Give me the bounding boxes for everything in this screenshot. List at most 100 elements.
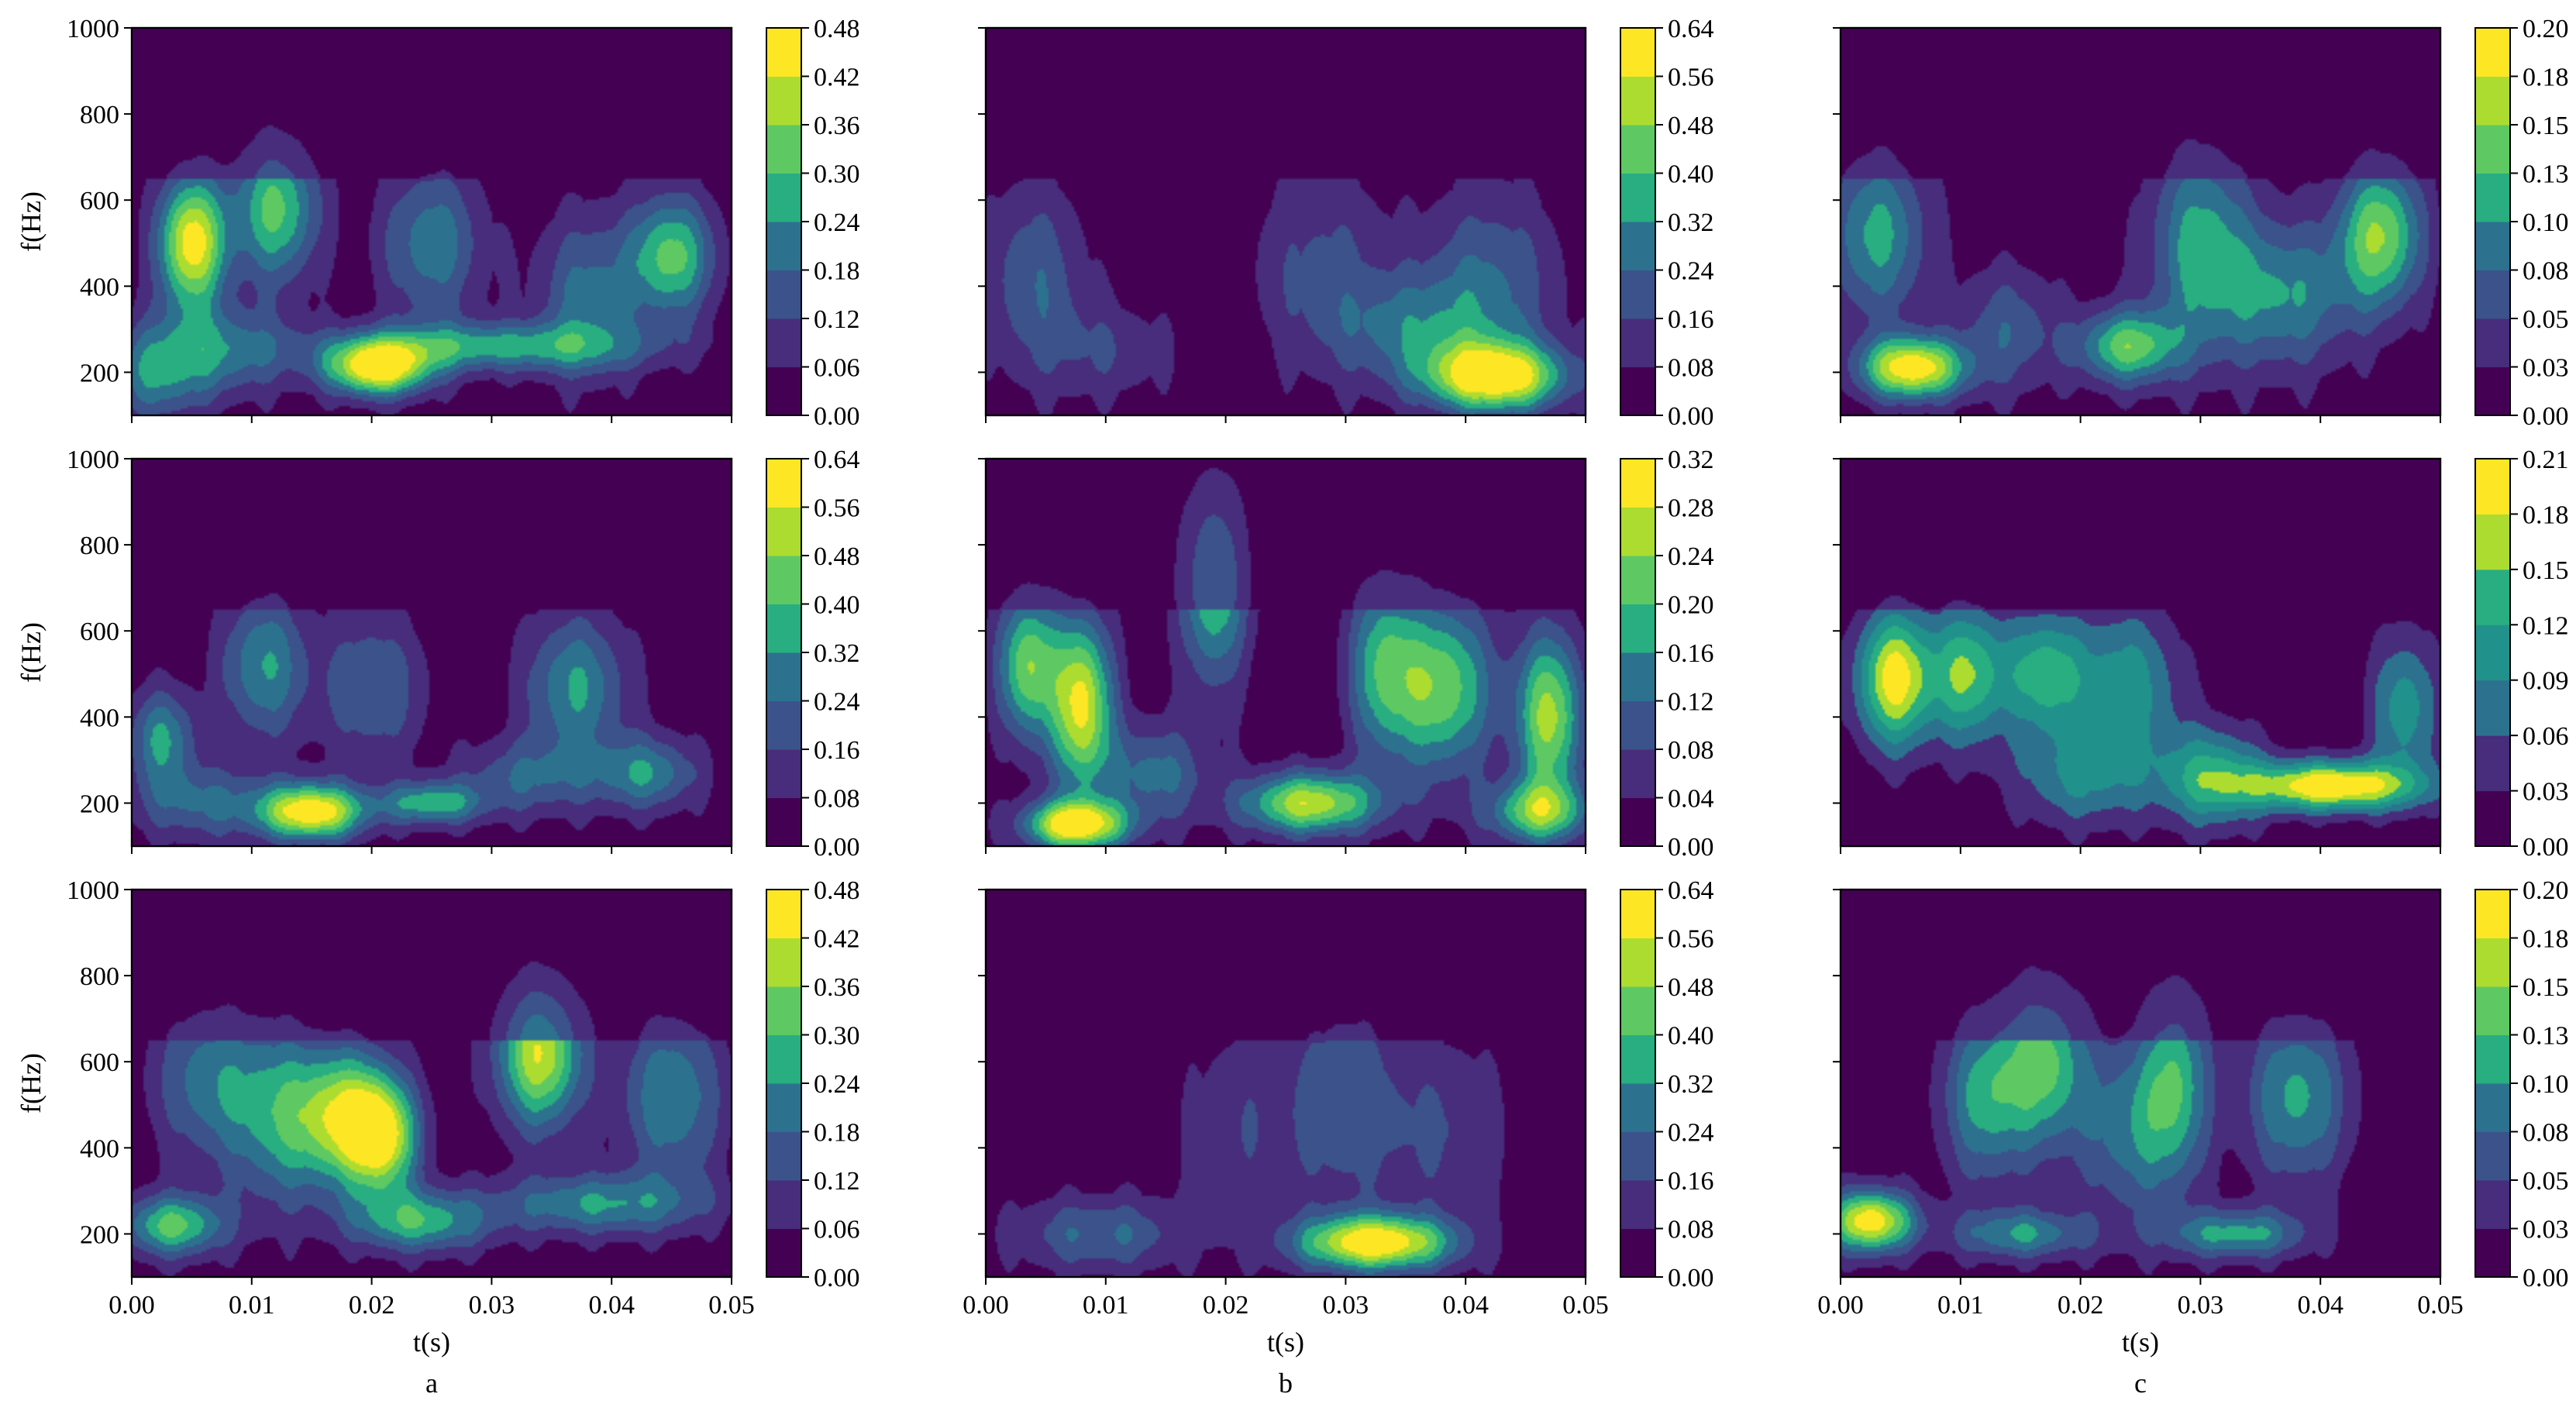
colorbar-tick-label: 0.15: [2523, 973, 2569, 1002]
colorbar-tick-label: 0.16: [1668, 1167, 1714, 1196]
plot-frame: [130, 26, 733, 417]
colorbar-level: [1620, 1131, 1655, 1181]
x-tick-label: 0.05: [1562, 1291, 1609, 1320]
colorbar-tick-label: 0.06: [2523, 722, 2569, 751]
colorbar-level: [2475, 76, 2510, 126]
colorbar-level: [766, 1034, 801, 1084]
colorbar: 0.00 0.06 0.12 0.18 0.24 0.30 0.36 0.42 0.48: [766, 876, 860, 1292]
colorbar-tick-label: 0.15: [2523, 112, 2569, 140]
colorbar-level: [1620, 28, 1655, 77]
colorbar-level: [766, 1131, 801, 1181]
contour-field: [1841, 890, 2440, 1277]
contour-field: [132, 459, 732, 846]
colorbar-tick-label: 0.24: [814, 208, 860, 237]
panel-b-bot: 0.00 0.01 0.02 0.03 0.04 0.05 t(s) 0.00 0.08 0.16…: [963, 876, 1713, 1358]
colorbar-tick-label: 0.48: [814, 542, 860, 571]
colorbar-level: [766, 1228, 801, 1278]
y-tick-label: 800: [80, 101, 119, 129]
colorbar-tick-label: 0.00: [2523, 1264, 2569, 1292]
colorbar-level: [1620, 1034, 1655, 1084]
x-tick-label: 0.02: [349, 1291, 395, 1320]
y-tick-label: 600: [80, 1048, 119, 1077]
colorbar-level: [1620, 652, 1655, 701]
colorbar-tick-label: 0.13: [2523, 1022, 2569, 1051]
colorbar-level: [1620, 367, 1655, 416]
y-tick-label: 200: [80, 1220, 119, 1249]
colorbar-level: [1620, 173, 1655, 222]
colorbar-level: [2475, 367, 2510, 416]
colorbar-tick-label: 0.64: [1668, 876, 1714, 905]
colorbar-tick-label: 0.00: [1668, 402, 1714, 431]
colorbar: 0.00 0.08 0.16 0.24 0.32 0.40 0.48 0.56 0.64: [1620, 876, 1714, 1292]
panel-b-mid: 0.00 0.04 0.08 0.12 0.16 0.20 0.24 0.28 0.32: [978, 446, 1714, 862]
colorbar-level: [766, 222, 801, 270]
colorbar-tick-label: 0.64: [814, 446, 860, 474]
colorbar-level: [766, 1180, 801, 1229]
colorbar-tick-label: 0.48: [814, 15, 860, 43]
colorbar-level: [766, 652, 801, 701]
colorbar-level: [2475, 318, 2510, 367]
colorbar-tick-label: 0.08: [2523, 257, 2569, 286]
plot-frame: [130, 457, 733, 848]
x-tick-label: 0.03: [2178, 1291, 2224, 1320]
colorbar-tick-label: 0.08: [2523, 1119, 2569, 1148]
y-tick-label: 1000: [67, 446, 119, 474]
y-tick-label: 200: [80, 359, 119, 387]
x-tick-label: 0.05: [708, 1291, 755, 1320]
colorbar-tick-label: 0.24: [1668, 1119, 1714, 1148]
colorbar-tick-label: 0.20: [2523, 15, 2569, 43]
colorbar-level: [766, 173, 801, 222]
colorbar-tick-label: 0.00: [1668, 833, 1714, 862]
colorbar-tick-label: 0.12: [2523, 611, 2569, 640]
panel-a-bot: 0.00 0.01 0.02 0.03 0.04 0.05 t(s) 200 400 600 800…: [15, 876, 860, 1358]
colorbar: 0.00 0.03 0.06 0.09 0.12 0.15 0.18 0.21: [2474, 446, 2569, 862]
y-axis-label: f(Hz): [15, 191, 46, 252]
contour-field: [1841, 459, 2440, 846]
colorbar-tick-label: 0.36: [814, 973, 860, 1002]
colorbar-tick-label: 0.48: [1668, 973, 1714, 1002]
colorbar-level: [1620, 76, 1655, 126]
colorbar-level: [1620, 797, 1655, 847]
colorbar-level: [2475, 173, 2510, 222]
colorbar-tick-label: 0.12: [814, 1167, 860, 1196]
colorbar-level: [1620, 125, 1655, 174]
colorbar-tick-label: 0.48: [814, 876, 860, 905]
colorbar-level: [2475, 1131, 2510, 1181]
x-axis-label: t(s): [413, 1327, 450, 1358]
contour-field: [986, 459, 1586, 846]
column-label-c: c: [2134, 1368, 2147, 1399]
colorbar-tick-label: 0.00: [2523, 833, 2569, 862]
plot-frame: [984, 888, 1587, 1279]
contour-field: [986, 28, 1586, 415]
y-axis-label: f(Hz): [15, 622, 46, 683]
colorbar-tick-label: 0.30: [814, 160, 860, 189]
colorbar-tick-label: 0.10: [2523, 208, 2569, 237]
colorbar-tick-label: 0.04: [1668, 785, 1714, 814]
colorbar-tick-label: 0.08: [814, 785, 860, 814]
colorbar-tick-label: 0.00: [2523, 402, 2569, 431]
colorbar: 0.00 0.03 0.05 0.08 0.10 0.13 0.15 0.18 0.20: [2474, 876, 2569, 1292]
colorbar-tick-label: 0.32: [1668, 446, 1714, 474]
panel-c-bot: 0.00 0.01 0.02 0.03 0.04 0.05 t(s) 0.00 0.03 0.05…: [1817, 876, 2568, 1358]
colorbar-tick-label: 0.00: [814, 1264, 860, 1292]
y-tick-label: 400: [80, 1134, 119, 1163]
plot-frame: [984, 26, 1587, 417]
colorbar-level: [1620, 556, 1655, 604]
panel-c-top: 0.00 0.03 0.05 0.08 0.10 0.13 0.15 0.18 0.20: [1833, 15, 2569, 431]
colorbar: 0.00 0.08 0.16 0.24 0.32 0.40 0.48 0.56 0.64: [1620, 15, 1714, 431]
colorbar-tick-label: 0.08: [1668, 736, 1714, 765]
colorbar-level: [1620, 318, 1655, 367]
x-axis-label: t(s): [1267, 1327, 1304, 1358]
colorbar-tick-label: 0.12: [1668, 688, 1714, 717]
y-tick-label: 400: [80, 704, 119, 732]
x-tick-label: 0.04: [2297, 1291, 2344, 1320]
colorbar: 0.00 0.08 0.16 0.24 0.32 0.40 0.48 0.56 0.64: [766, 446, 860, 862]
colorbar: 0.00 0.06 0.12 0.18 0.24 0.30 0.36 0.42 0.48: [766, 15, 860, 431]
colorbar-tick-label: 0.03: [2523, 778, 2569, 807]
x-tick-label: 0.00: [108, 1291, 155, 1320]
colorbar-frame: [2474, 458, 2511, 847]
colorbar-level: [2475, 625, 2510, 681]
colorbar-level: [2475, 890, 2510, 938]
colorbar-level: [2475, 125, 2510, 174]
colorbar-level: [766, 507, 801, 556]
